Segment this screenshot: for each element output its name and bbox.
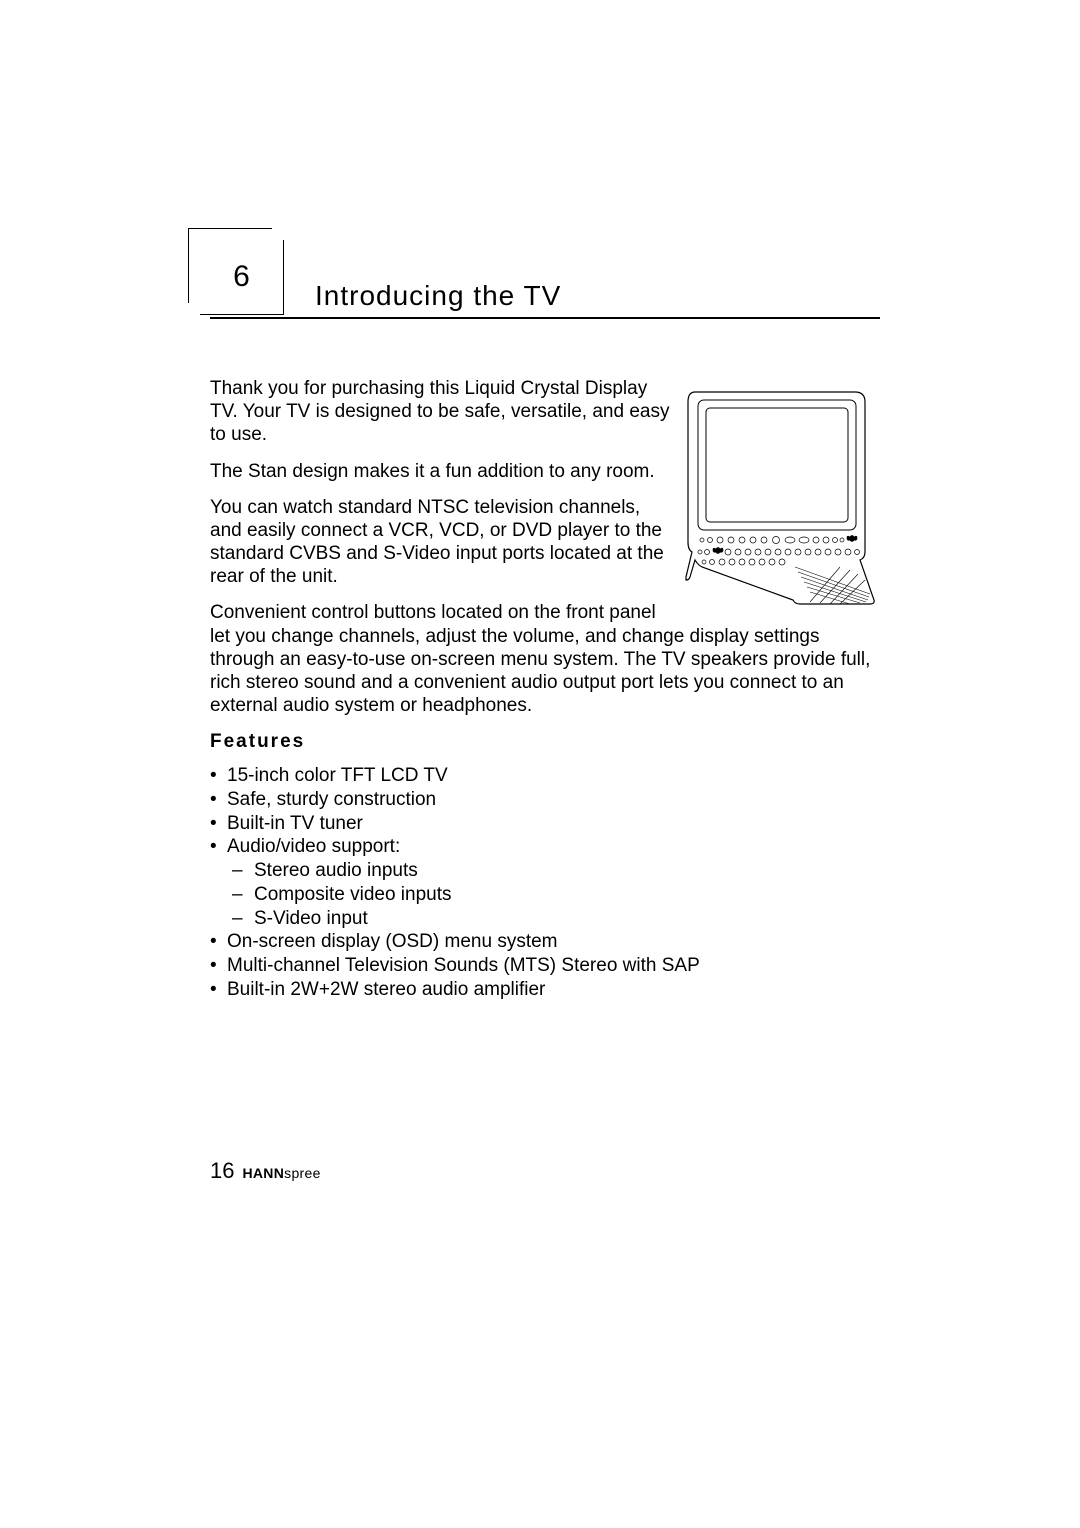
list-item: Built-in TV tuner (227, 812, 880, 836)
list-item-label: Audio/video support: (227, 836, 400, 857)
list-item: On-screen display (OSD) menu system (227, 930, 880, 954)
list-item: Composite video inputs (254, 883, 880, 907)
brand-bold: HANN (242, 1165, 284, 1181)
brand-logo: HANNspree (242, 1165, 320, 1181)
list-item: Built-in 2W+2W stereo audio amplifier (227, 978, 880, 1002)
features-list: 15-inch color TFT LCD TV Safe, sturdy co… (210, 764, 880, 1002)
list-item: Audio/video support: Stereo audio inputs… (227, 835, 880, 930)
list-item: Stereo audio inputs (254, 859, 880, 883)
chapter-number-box: 6 (200, 240, 284, 315)
page-footer: 16 HANNspree (210, 1158, 321, 1184)
tv-front-illustration-icon (680, 382, 880, 612)
intro-paragraph-4: Convenient control buttons located on th… (210, 601, 880, 717)
list-item: S-Video input (254, 907, 880, 931)
list-item: 15-inch color TFT LCD TV (227, 764, 880, 788)
chapter-header: 6 Introducing the TV (210, 250, 880, 319)
chapter-title: Introducing the TV (210, 250, 880, 319)
list-item: Multi-channel Television Sounds (MTS) St… (227, 954, 880, 978)
list-item: Safe, sturdy construction (227, 788, 880, 812)
brand-rest: spree (284, 1165, 321, 1181)
sub-list: Stereo audio inputs Composite video inpu… (227, 859, 880, 930)
page-number: 16 (210, 1158, 234, 1184)
features-heading: Features (210, 731, 880, 753)
